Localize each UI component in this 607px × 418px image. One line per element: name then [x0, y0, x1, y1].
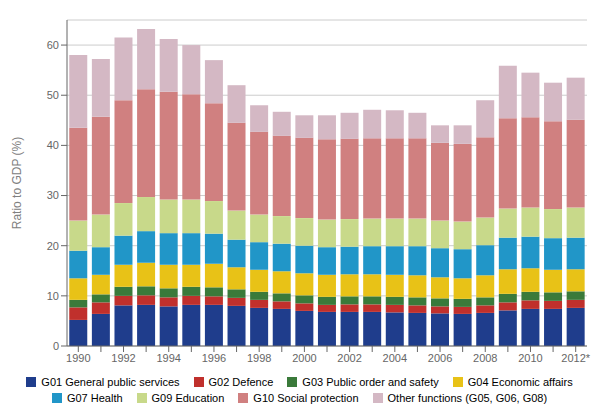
svg-text:1998: 1998: [247, 352, 271, 364]
svg-text:1992: 1992: [111, 352, 135, 364]
html-text:G09 Education: G09 Education: [151, 392, 225, 404]
svg-text:2008: 2008: [473, 352, 497, 364]
svg-text:2012*: 2012*: [561, 352, 590, 364]
svg-text:0: 0: [53, 340, 59, 352]
svg-text:2006: 2006: [428, 352, 452, 364]
html-text:G07 Health: G07 Health: [66, 392, 123, 404]
svg-text:20: 20: [47, 240, 59, 252]
html-text:G01 General public services: G01 General public services: [41, 376, 180, 388]
svg-text:2002: 2002: [337, 352, 361, 364]
svg-text:1994: 1994: [156, 352, 180, 364]
svg-text:30: 30: [47, 189, 59, 201]
svg-text:50: 50: [47, 89, 59, 101]
html-text:G03 Public order and safety: G03 Public order and safety: [302, 376, 439, 388]
html-text:G04 Economic affairs: G04 Economic affairs: [467, 376, 573, 388]
html-text:G02 Defence: G02 Defence: [208, 376, 274, 388]
html-text:Other functions (G05, G06, G08: Other functions (G05, G06, G08): [387, 392, 548, 404]
svg-text:10: 10: [47, 290, 59, 302]
svg-text:2010: 2010: [518, 352, 542, 364]
svg-text:60: 60: [47, 39, 59, 51]
svg-text:2004: 2004: [383, 352, 407, 364]
svg-text:Ratio to GDP (%): Ratio to GDP (%): [10, 137, 24, 229]
html-text:G10 Social protection: G10 Social protection: [253, 392, 359, 404]
svg-text:1990: 1990: [66, 352, 90, 364]
svg-text:1996: 1996: [202, 352, 226, 364]
svg-text:40: 40: [47, 139, 59, 151]
svg-text:2000: 2000: [292, 352, 316, 364]
